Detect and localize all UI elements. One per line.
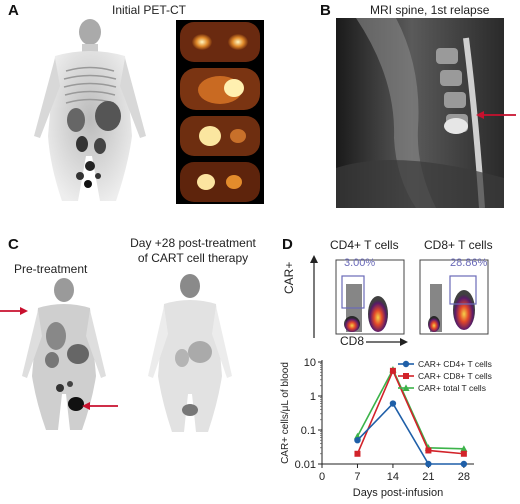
x-tick-label: 14 (387, 471, 399, 483)
x-tick-label: 28 (458, 471, 470, 483)
facs-x-arrow (366, 338, 408, 346)
x-axis-label: Days post-infusion (353, 487, 444, 499)
data-point (354, 450, 361, 457)
panel-c-left-title: Pre-treatment (14, 262, 88, 276)
panel-a-title: Initial PET-CT (112, 3, 187, 17)
arrow-pretreatment-lower (82, 402, 118, 410)
legend-label-1: CAR+ CD4+ T cells (418, 359, 492, 369)
legend-marker (402, 360, 410, 368)
facs-plots (310, 255, 489, 338)
x-tick-label: 0 (319, 471, 325, 483)
legend-label-2: CAR+ CD8+ T cells (418, 371, 492, 381)
y-tick-label: 10 (304, 357, 316, 369)
pet-mip-day28 (142, 272, 238, 432)
legend-marker (403, 373, 409, 379)
facs-cd4-gate (341, 275, 365, 309)
car-kinetics-chart: 0.01 0.1 1 10 0 7 14 21 28 Days post-infusion CAR+… (280, 357, 492, 499)
panel-c-right-title-1: Day +28 post-treatment (130, 236, 256, 250)
data-point (425, 447, 432, 454)
arrow-pretreatment-upper (0, 307, 28, 315)
series-line-3 (356, 367, 464, 450)
data-point (460, 445, 468, 452)
facs-cd8-title: CD8+ T cells (424, 238, 493, 252)
panel-b-title: MRI spine, 1st relapse (370, 3, 490, 17)
panel-d-letter: D (282, 236, 293, 253)
y-tick-label: 1 (310, 391, 316, 403)
facs-cd8-percent: 28.86% (450, 257, 488, 269)
x-tick-label: 21 (422, 471, 434, 483)
arrow-mri-lesion (476, 111, 516, 119)
legend-label-3: CAR+ total T cells (418, 383, 486, 393)
panel-b-letter: B (320, 2, 331, 19)
data-point (460, 450, 467, 457)
pet-mip-initial (20, 16, 160, 206)
facs-x-label: CD8 (340, 334, 365, 348)
y-axis-label: CAR+ cells/μL of blood (280, 362, 291, 464)
series-line-2 (356, 368, 464, 455)
x-tick-label: 7 (354, 471, 360, 483)
pet-mip-pretreatment (16, 276, 112, 430)
panel-c-letter: C (8, 236, 19, 253)
panel-a-letter: A (8, 2, 19, 19)
data-point (389, 367, 396, 374)
data-point (389, 400, 397, 407)
data-point (354, 437, 361, 444)
series-line-1 (356, 402, 464, 465)
facs-cd4-title: CD4+ T cells (330, 238, 399, 252)
panel-c-right-title-2: of CART cell therapy (137, 251, 249, 265)
legend-marker (402, 384, 410, 391)
y-tick-label: 0.1 (301, 425, 316, 437)
data-point (460, 460, 468, 468)
facs-y-label: CAR+ (282, 261, 296, 294)
data-point (425, 460, 432, 468)
facs-cd4-percent: 3.00% (344, 257, 376, 269)
mri-spine-sagittal (336, 18, 504, 208)
pet-ct-axial-slices (176, 20, 264, 204)
facs-cd8-gate (449, 275, 477, 305)
y-tick-label: 0.01 (295, 459, 316, 471)
